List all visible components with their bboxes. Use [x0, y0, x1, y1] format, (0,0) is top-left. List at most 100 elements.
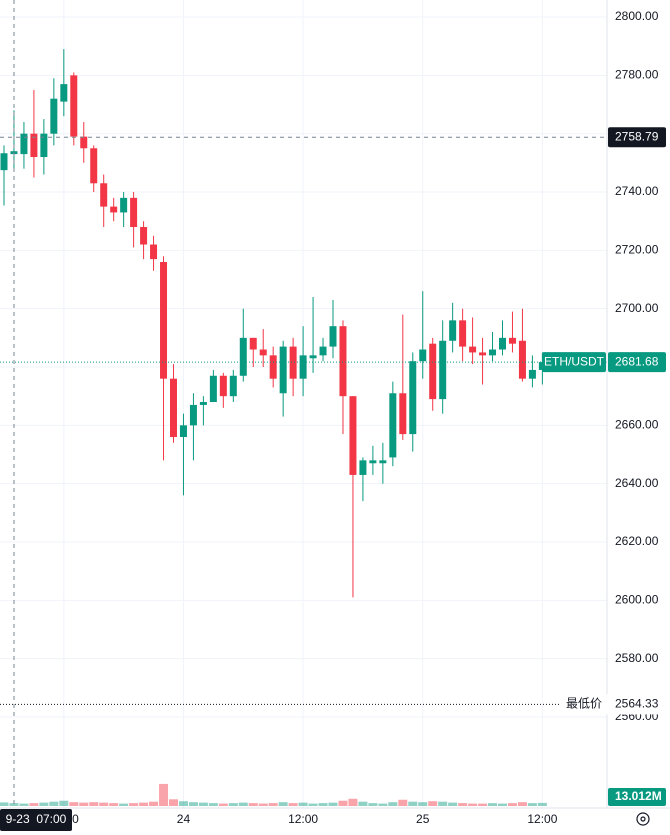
volume-bar [9, 803, 19, 806]
volume-label: 13.012M [615, 789, 662, 803]
candle-body [329, 326, 337, 347]
candle-body [189, 404, 197, 426]
candle-body [469, 346, 477, 353]
volume-bar [478, 803, 488, 806]
volume-bar [507, 803, 517, 806]
volume-bar [228, 803, 238, 806]
candle-body [229, 375, 237, 397]
low-price-label: 2564.33 [615, 697, 659, 711]
candle-body [90, 148, 98, 184]
candle-body [150, 244, 158, 260]
candle-body [50, 98, 58, 134]
candle-body [209, 375, 217, 403]
candle-body [160, 262, 168, 379]
settings-center[interactable] [640, 816, 646, 822]
volume-bar [388, 802, 398, 806]
crosshair-time-box [0, 809, 72, 831]
volume-bar [308, 803, 318, 806]
x-tick-label: 24 [177, 812, 191, 826]
candle-body [120, 197, 128, 213]
volume-label-box [608, 788, 666, 806]
candle-body [409, 361, 417, 435]
y-tick-label: 2720.00 [615, 243, 659, 257]
volume-bar [119, 803, 129, 806]
crosshair-time-label: 9-23 07:00 [6, 812, 67, 826]
symbol-label: ETH/USDT [544, 354, 605, 368]
candle-body [239, 337, 247, 376]
volume-bar [198, 802, 208, 806]
volume-bar [69, 802, 79, 806]
volume-bar [378, 803, 388, 806]
candle-body [439, 340, 447, 400]
y-tick-label: 2660.00 [615, 418, 659, 432]
candle-body [30, 133, 38, 158]
candle-body [70, 75, 78, 137]
candle-body [449, 320, 457, 341]
volume-bar [498, 803, 507, 806]
candle-body [339, 326, 347, 397]
volume-bar [99, 802, 109, 806]
grid [0, 0, 607, 808]
volume-bar [278, 802, 288, 806]
volume-bar [418, 802, 428, 806]
candle-body [319, 346, 327, 356]
candle-body [219, 375, 227, 397]
candle-body [140, 227, 148, 245]
volume-bar [537, 802, 547, 806]
last-price-box [608, 352, 666, 373]
candle-body [269, 355, 277, 379]
volume-bar [178, 801, 188, 806]
volume-bar [129, 803, 139, 806]
y-tick-label: 2700.00 [615, 301, 659, 315]
volume-bar [258, 803, 268, 806]
symbol-box [542, 352, 606, 373]
volume-bar [39, 802, 49, 806]
crosshair-price-box [608, 127, 666, 148]
candle-body [249, 337, 257, 350]
volume-bar [139, 802, 149, 806]
price-lines [0, 136, 607, 705]
volume-bar [358, 801, 368, 806]
candle-body [309, 355, 317, 359]
candle-body [349, 396, 357, 475]
volume-bar [79, 802, 89, 806]
volume-bar [298, 802, 308, 806]
y-tick-label: 2800.00 [615, 9, 659, 23]
candle-body [100, 183, 108, 207]
volume-bar [368, 803, 378, 806]
candle-body [459, 320, 467, 347]
candle-body [528, 369, 536, 379]
candle-body [80, 136, 88, 149]
volume-bar [408, 801, 418, 806]
volume-bar [238, 802, 248, 806]
candle-body [40, 133, 48, 158]
settings-icon[interactable] [636, 812, 650, 826]
volume-bar [468, 803, 478, 806]
volume-bar [288, 803, 298, 806]
volume-bar [168, 799, 178, 806]
volume-bar [29, 803, 39, 806]
x-tick-label: 12:00 [288, 812, 318, 826]
candle-body [20, 133, 28, 155]
candle-body [379, 460, 387, 464]
settings-gear[interactable] [636, 812, 650, 826]
x-tick-label: 25 [416, 812, 430, 826]
candle-body [0, 153, 8, 171]
candle-body [518, 340, 526, 379]
volume-bar [19, 803, 29, 806]
volume-bar [149, 801, 159, 806]
y-tick-label: 2620.00 [615, 534, 659, 548]
candle-body [199, 402, 207, 405]
candle-body [489, 349, 497, 356]
candle-body [479, 352, 487, 356]
volume-bar [89, 802, 99, 806]
volume-bar [248, 803, 258, 806]
price-axis: 2560.002580.002600.002620.002640.002660.… [542, 9, 666, 806]
candle-body [289, 346, 297, 379]
volume-bar [328, 802, 338, 806]
volume-bar [527, 803, 537, 806]
low-label: 最低价 [566, 697, 602, 711]
volume-bar [0, 802, 9, 806]
volume-bar [338, 800, 348, 806]
